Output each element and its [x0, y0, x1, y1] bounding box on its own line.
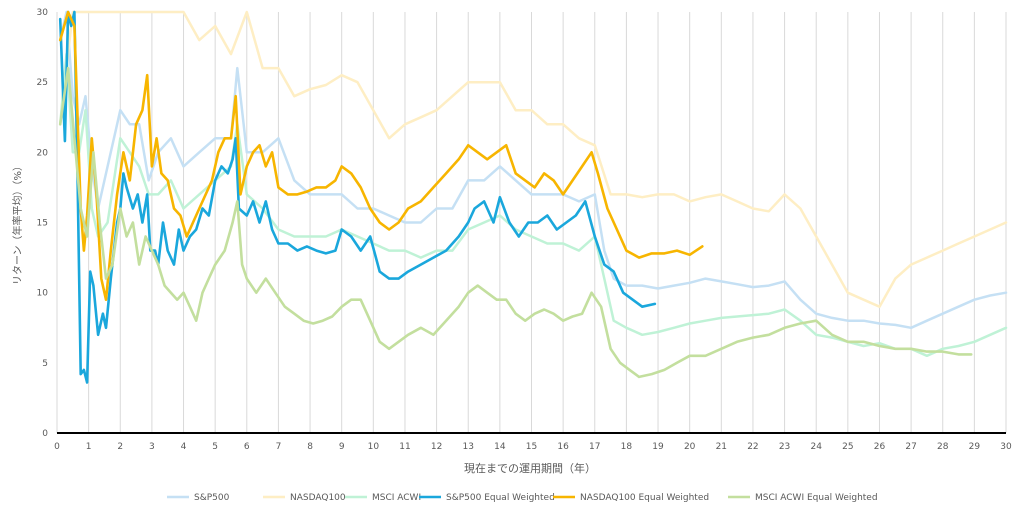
x-tick-label: 23: [779, 442, 790, 452]
x-tick-label: 28: [937, 442, 949, 452]
x-tick-label: 12: [431, 442, 442, 452]
x-tick-label: 27: [905, 442, 916, 452]
series-line-5: [58, 66, 973, 379]
series-line-0: [58, 10, 1008, 330]
x-tick-label: 0: [54, 442, 60, 452]
x-tick-labels: 0 1 2 3 4 5 6 7 8 9 10 11 12 13 14 15 16 17 18 19 20 21 22 23 24…: [54, 442, 1012, 452]
legend-label: MSCI ACWI: [372, 493, 421, 503]
x-tick-label: 2: [117, 442, 123, 452]
y-axis-label: リターン（年率平均）（%）: [11, 161, 24, 285]
y-tick-label: 5: [42, 359, 48, 369]
series-line-3: [58, 10, 657, 384]
x-tick-label: 10: [368, 442, 380, 452]
legend-label: S&P500 Equal Weighted: [446, 493, 555, 503]
x-tick-label: 18: [621, 442, 633, 452]
x-tick-label: 24: [810, 442, 822, 452]
x-tick-label: 29: [969, 442, 981, 452]
x-tick-label: 16: [557, 442, 569, 452]
x-tick-label: 1: [86, 442, 92, 452]
x-tick-label: 15: [526, 442, 537, 452]
x-tick-label: 3: [149, 442, 155, 452]
x-tick-label: 30: [1000, 442, 1012, 452]
x-tick-label: 26: [874, 442, 886, 452]
legend-label: NASDAQ100: [290, 493, 346, 503]
x-tick-label: 25: [842, 442, 853, 452]
x-tick-label: 6: [244, 442, 250, 452]
x-tick-label: 14: [494, 442, 506, 452]
legend-label: NASDAQ100 Equal Weighted: [580, 493, 709, 503]
x-tick-label: 11: [399, 442, 410, 452]
x-tick-label: 8: [307, 442, 313, 452]
x-axis-label: 現在までの運用期間（年）: [464, 461, 596, 475]
y-tick-label: 10: [37, 289, 49, 299]
series-line-4: [58, 10, 704, 302]
y-tick-label: 15: [37, 219, 48, 229]
y-tick-label: 20: [37, 148, 49, 158]
series-line-1: [58, 10, 1008, 308]
x-tick-label: 17: [589, 442, 600, 452]
x-tick-label: 22: [747, 442, 758, 452]
x-tick-label: 9: [339, 442, 345, 452]
x-tick-label: 4: [181, 442, 187, 452]
y-tick-labels: 0 5 10 15 20 25 30: [37, 8, 49, 439]
y-tick-label: 25: [37, 78, 48, 88]
x-tick-label: 20: [684, 442, 696, 452]
legend: S&P500 NASDAQ100 MSCI ACWI S&P500 Equal Wei…: [167, 493, 878, 503]
y-tick-label: 30: [37, 8, 49, 18]
x-tick-label: 21: [716, 442, 727, 452]
x-tick-label: 7: [276, 442, 282, 452]
legend-label: MSCI ACWI Equal Weighted: [755, 493, 878, 503]
x-tick-label: 19: [652, 442, 664, 452]
y-tick-label: 0: [42, 429, 48, 439]
legend-label: S&P500: [194, 493, 230, 503]
series-line-2: [58, 52, 1008, 358]
x-tick-label: 13: [463, 442, 474, 452]
x-tick-label: 5: [212, 442, 218, 452]
series-lines: [58, 10, 1008, 384]
